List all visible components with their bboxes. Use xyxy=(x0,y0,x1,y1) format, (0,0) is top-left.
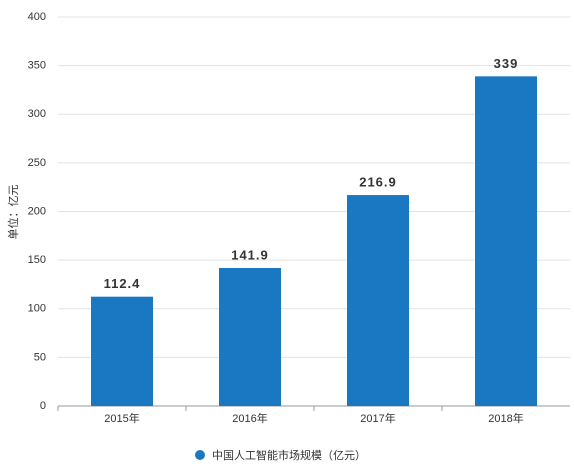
value-label: 141.9 xyxy=(231,247,269,262)
x-tick-label: 2017年 xyxy=(360,411,395,425)
value-label: 216.9 xyxy=(359,175,397,190)
legend-label: 中国人工智能市场规模（亿元） xyxy=(212,448,366,462)
y-tick-label: 400 xyxy=(28,11,46,23)
x-tick-label: 2015年 xyxy=(104,411,139,425)
x-tick-label: 2018年 xyxy=(488,411,523,425)
y-tick-label: 100 xyxy=(28,303,46,315)
y-tick-label: 150 xyxy=(28,254,46,266)
bar xyxy=(475,76,537,406)
bar xyxy=(91,296,153,406)
legend-marker xyxy=(195,450,205,460)
value-label: 339 xyxy=(494,56,519,71)
y-tick-label: 350 xyxy=(28,60,46,72)
y-tick-label: 0 xyxy=(40,400,46,412)
value-label: 112.4 xyxy=(104,276,141,291)
y-tick-label: 200 xyxy=(28,205,46,217)
bar xyxy=(219,268,281,406)
y-axis-label: 单位：亿元 xyxy=(6,185,20,240)
bar xyxy=(347,195,409,406)
y-tick-label: 300 xyxy=(28,108,46,120)
y-tick-label: 250 xyxy=(28,157,46,169)
x-tick-label: 2016年 xyxy=(232,411,267,425)
y-tick-label: 50 xyxy=(34,351,46,363)
